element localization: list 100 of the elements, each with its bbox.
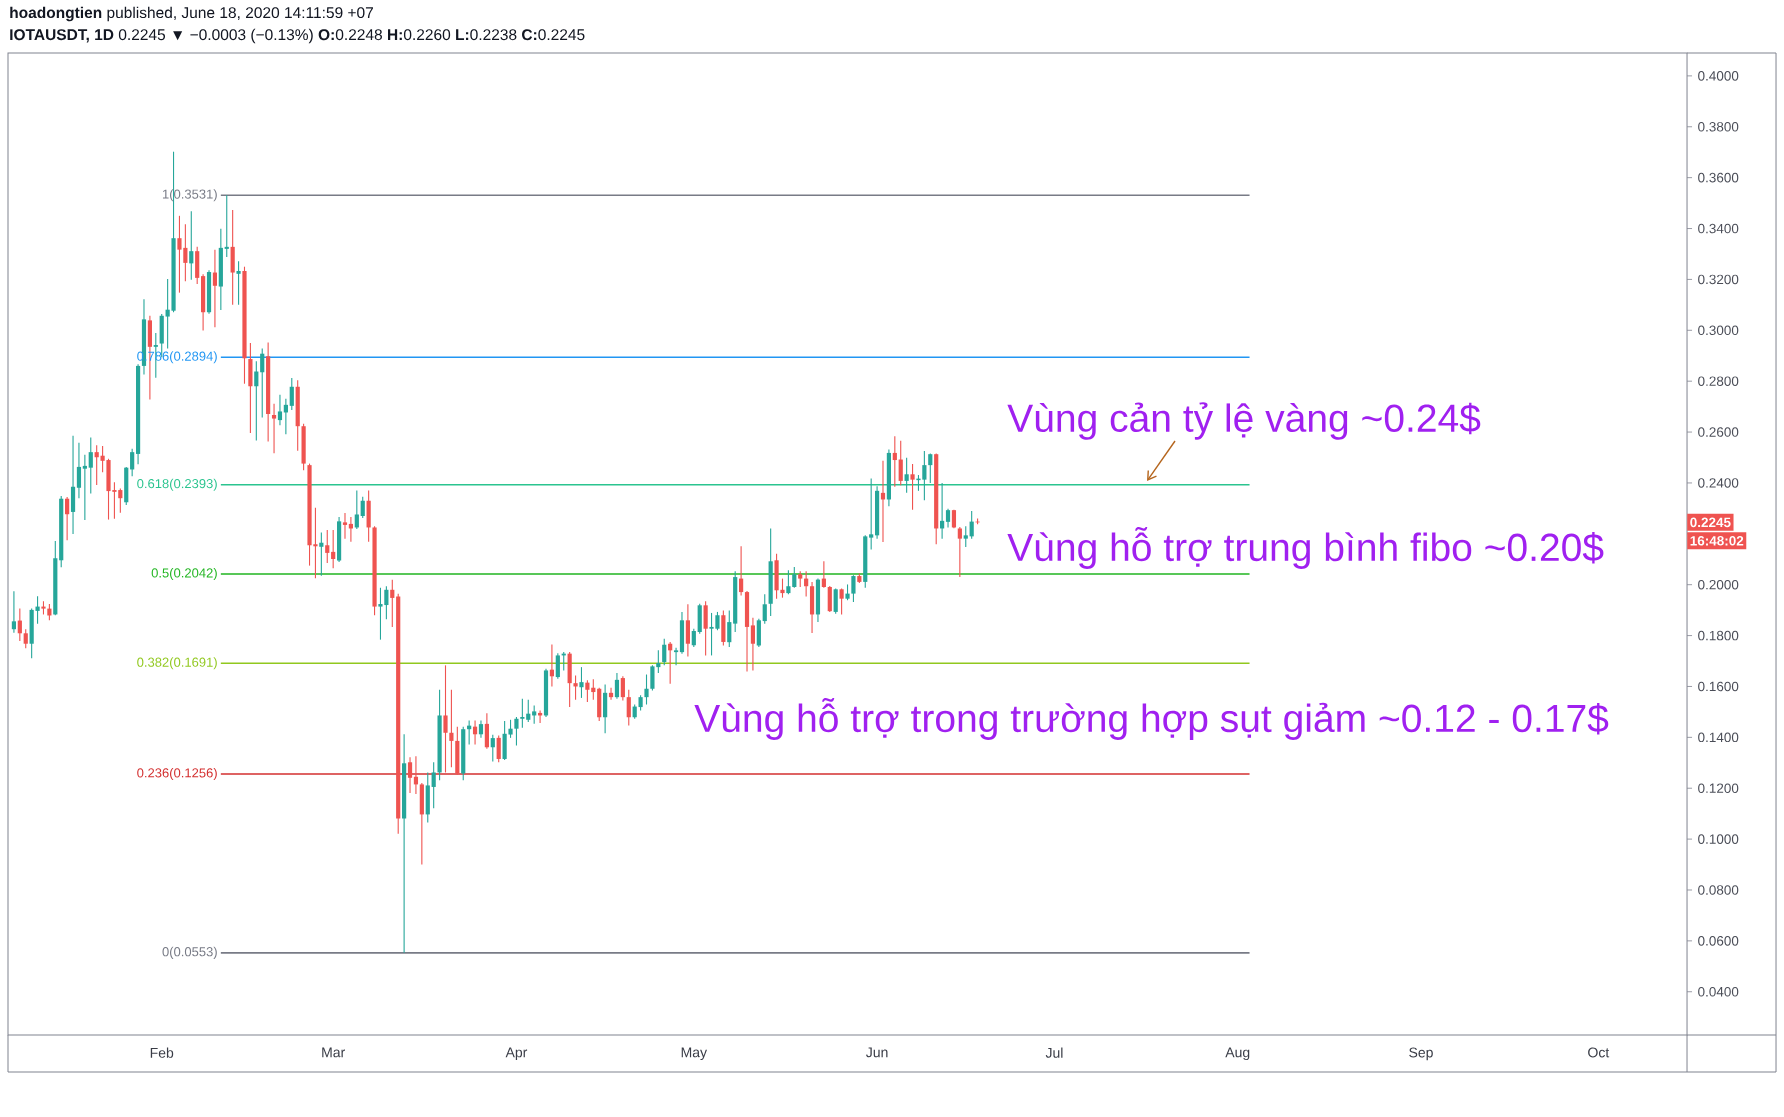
candlestick (827, 585, 832, 613)
candlestick (833, 587, 838, 615)
y-tick-label: 0.2400 (1698, 478, 1739, 488)
candlestick (206, 269, 212, 315)
candlestick (135, 363, 141, 465)
candlestick (254, 360, 259, 441)
y-tick-label: 0.2800 (1698, 376, 1739, 386)
candlestick (419, 782, 424, 866)
candlestick (815, 578, 821, 623)
y-tick-label: 0.2600 (1698, 427, 1739, 437)
candlestick (124, 466, 129, 506)
candlestick (685, 603, 690, 657)
candlestick (951, 509, 957, 529)
candlestick (555, 652, 560, 680)
candlestick (792, 566, 797, 589)
candlestick (620, 675, 625, 701)
y-tick-label: 0.2000 (1698, 579, 1739, 590)
y-tick-label: 0.0600 (1698, 936, 1739, 946)
y-tick-label: 0.1200 (1698, 783, 1739, 793)
candlestick (514, 716, 519, 747)
x-tick-label: Sep (1409, 1047, 1433, 1061)
y-tick-label: 0.1400 (1698, 732, 1739, 743)
text: 16:48:02 (1690, 535, 1744, 546)
candlestick (898, 440, 903, 486)
series-label: 0.618(0.2393) (137, 478, 217, 491)
candlestick (236, 260, 241, 306)
candlestick (756, 618, 761, 648)
candlestick (17, 608, 22, 642)
candlestick (945, 508, 951, 529)
candlestick (431, 761, 436, 809)
candlestick (354, 490, 359, 530)
y-tick-label: 0.3800 (1698, 121, 1739, 132)
candlestick (543, 668, 549, 718)
candlestick (904, 457, 909, 494)
candlestick (821, 560, 826, 589)
candlestick (679, 611, 685, 655)
candlestick (260, 348, 265, 419)
candlestick (874, 485, 880, 540)
candlestick (969, 510, 974, 540)
candlestick (768, 527, 773, 617)
series-label: 0.5(0.2042) (151, 567, 217, 581)
x-tick-label: Jul (1045, 1047, 1063, 1058)
y-tick-label: 0.1800 (1698, 630, 1739, 641)
candlestick (189, 210, 194, 281)
candlestick (851, 574, 856, 603)
candlestick (11, 590, 17, 634)
x-tick-label: May (681, 1047, 708, 1061)
candlestick (809, 581, 815, 634)
candlestick (195, 246, 200, 285)
candlestick (739, 545, 744, 596)
candlestick (277, 394, 283, 426)
y-tick-label: 0.4000 (1698, 71, 1739, 81)
candlestick (402, 733, 407, 954)
annotation: Vùng hỗ trợ trong trường hợp sụt giảm ~0.12 - 0.17$ (694, 698, 1609, 740)
candlestick (218, 228, 223, 311)
y-tick-label: 0.0800 (1698, 885, 1739, 895)
candlestick (396, 593, 401, 835)
candlestick (727, 609, 732, 648)
candlestick (869, 478, 874, 551)
candlestick (360, 496, 365, 519)
candlestick (336, 516, 342, 563)
candlestick (271, 403, 277, 454)
candlestick (774, 553, 779, 600)
candlestick (23, 628, 28, 649)
candlestick (863, 534, 868, 589)
candlestick (295, 379, 300, 452)
candlestick (437, 689, 442, 781)
annotation: Vùng cản tỷ lệ vàng ~0.24$ (1007, 402, 1481, 440)
candlestick (626, 689, 631, 726)
text: 0.2245 (1690, 517, 1731, 528)
candlestick (390, 579, 395, 628)
candlestick (532, 704, 537, 725)
candlestick (526, 699, 531, 723)
candlestick (585, 679, 590, 703)
candlestick (579, 666, 584, 699)
candlestick (721, 609, 726, 647)
candlestick (82, 454, 87, 521)
y-tick-label: 0.3600 (1698, 172, 1739, 183)
candlestick (934, 452, 939, 545)
candlestick (59, 495, 64, 568)
candlestick (957, 526, 962, 578)
candlestick (520, 698, 525, 729)
candlestick (697, 603, 702, 635)
candlestick (910, 463, 915, 511)
candlestick (484, 712, 489, 750)
candlestick (603, 683, 608, 734)
candlestick (597, 687, 602, 722)
candlestick (372, 525, 377, 616)
candlestick (567, 651, 572, 708)
series-label: 0.236(0.1256) (137, 767, 217, 781)
text: IOTAUSDT, 1D 0.2245 ▼ −0.0003 (−0.13%) O:0.2248 H:0.2260 L:0.2238 C:0.2245 (10, 28, 585, 44)
candlestick (573, 674, 578, 701)
y-tick-label: 0.0400 (1698, 986, 1739, 997)
candlestick (65, 496, 70, 541)
candlestick (762, 593, 767, 625)
candlestick (443, 664, 448, 773)
candlestick (70, 435, 76, 535)
x-tick-label: Jun (866, 1047, 888, 1058)
candlestick (130, 448, 135, 477)
candlestick (673, 647, 679, 666)
